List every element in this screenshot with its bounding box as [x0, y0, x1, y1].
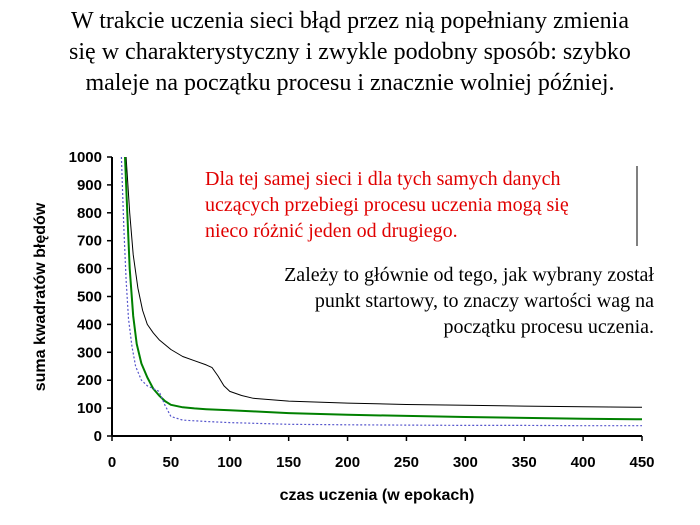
x-tick-label: 300: [453, 454, 478, 471]
x-tick-label: 450: [629, 454, 654, 471]
y-tick-label: 0: [94, 428, 102, 445]
series-line-3: [120, 156, 642, 427]
y-tick-label: 400: [77, 316, 102, 333]
slide-heading: W trakcie uczenia sieci błąd przez nią p…: [0, 6, 700, 99]
x-tick-label: 100: [217, 454, 242, 471]
y-tick-label: 300: [77, 344, 102, 361]
heading-line-2: się w charakterystyczny i zwykle podobny…: [69, 39, 631, 65]
black-annotation-line-3: początku procesu uczenia.: [443, 316, 654, 338]
y-tick-label: 700: [77, 233, 102, 250]
red-annotation: Dla tej samej sieci i dla tych samych da…: [205, 166, 569, 244]
y-tick-label: 1000: [69, 149, 102, 166]
black-annotation: Zależy to głównie od tego, jak wybrany z…: [284, 262, 654, 340]
x-axis-label: czas uczenia (w epokach): [280, 487, 475, 504]
chart-axes: 0 100 200 300 400 500 600 700 800 900 1000 0 50 100 15…: [69, 149, 655, 471]
x-tick-label: 250: [394, 454, 419, 471]
x-tick-label: 150: [276, 454, 301, 471]
series-line-1: [125, 156, 643, 408]
y-tick-label: 900: [77, 177, 102, 194]
y-tick-label: 600: [77, 261, 102, 278]
y-tick-label: 200: [77, 372, 102, 389]
red-annotation-line-1: Dla tej samej sieci i dla tych samych da…: [205, 168, 561, 190]
chart-series: [120, 156, 643, 427]
black-annotation-line-1: Zależy to głównie od tego, jak wybrany z…: [284, 264, 654, 286]
y-axis-label: suma kwadratów błędów: [32, 202, 49, 391]
y-tick-label: 800: [77, 205, 102, 222]
red-annotation-line-2: uczących przebiegi procesu uczenia mogą …: [205, 194, 569, 216]
x-tick-label: 50: [163, 454, 180, 471]
y-tick-label: 100: [77, 400, 102, 417]
x-tick-label: 0: [108, 454, 116, 471]
x-tick-label: 200: [335, 454, 360, 471]
heading-line-3: maleje na początku procesu i znacznie wo…: [85, 70, 615, 96]
red-annotation-line-3: nieco różnić jeden od drugiego.: [205, 220, 458, 242]
x-tick-label: 350: [512, 454, 537, 471]
x-tick-label: 400: [571, 454, 596, 471]
heading-line-1: W trakcie uczenia sieci błąd przez nią p…: [71, 8, 629, 34]
y-tick-label: 500: [77, 289, 102, 306]
black-annotation-line-2: punkt startowy, to znaczy wartości wag n…: [314, 290, 654, 312]
series-line-2: [124, 156, 643, 421]
